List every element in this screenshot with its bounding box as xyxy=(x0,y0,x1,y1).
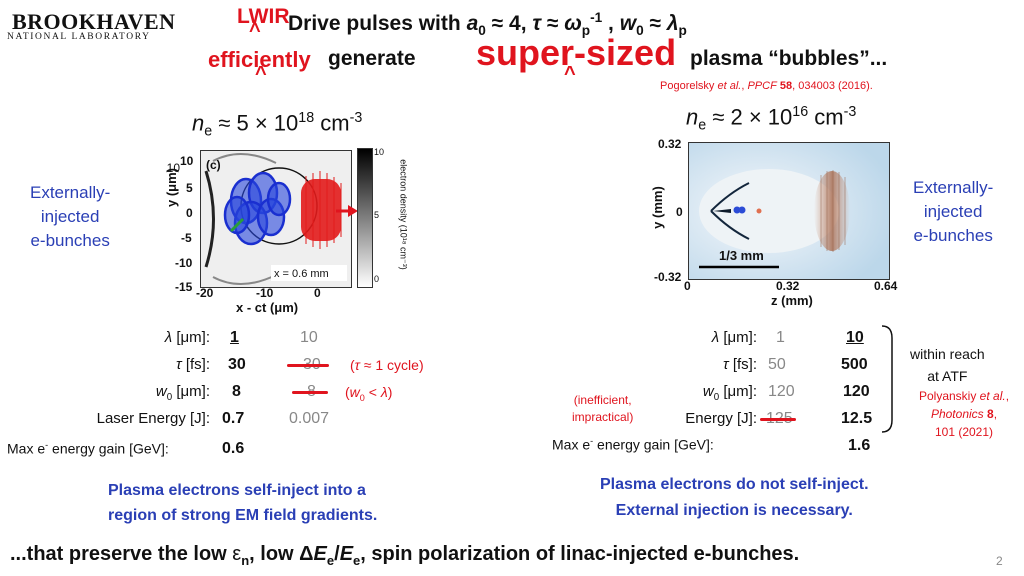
left-sim-panel-label: (c) xyxy=(206,158,221,172)
bracket-icon xyxy=(881,325,893,433)
header-plasma-bubbles: plasma “bubbles”... xyxy=(690,47,888,70)
left-label-lambda: λ [μm]: xyxy=(164,329,210,346)
right-simulation-plot: 1/3 mm xyxy=(688,142,890,280)
right-externally-injected-label: Externally- injected e-bunches xyxy=(913,178,994,245)
left-externally-injected-label: Externally- injected e-bunches xyxy=(30,183,111,250)
right-y-tick-neg032: -0.32 xyxy=(654,270,682,284)
red-arrow-icon xyxy=(336,205,358,217)
left-val-energy-0007: 0.007 xyxy=(289,410,330,427)
colorbar-tick-10: 10 xyxy=(374,147,385,157)
right-y-axis-label: y (mm) xyxy=(649,186,665,229)
colorbar-label: electron density (10¹⁸ cm⁻³) xyxy=(398,159,409,270)
right-label-tau: τ [fs]: xyxy=(723,356,757,373)
colorbar-tick-5: 5 xyxy=(374,210,380,220)
left-val-lambda-10: 10 xyxy=(300,329,318,346)
left-simulation-plot: (c) x = 0.6 mm xyxy=(200,150,352,288)
left-y-tick-neg15: -15 xyxy=(175,280,193,294)
right-val-w0-120: 120 xyxy=(768,383,795,400)
annotation-lwir: LWIR xyxy=(237,5,290,28)
left-val-tau-1: 30 xyxy=(228,356,246,373)
right-sim-scale-label: 1/3 mm xyxy=(719,248,764,263)
strike-line xyxy=(292,391,328,394)
right-caption: Plasma electrons do not self-inject. Ext… xyxy=(600,476,869,519)
right-val-tau-500: 500 xyxy=(841,356,868,373)
left-sim-scale-label: x = 0.6 mm xyxy=(274,268,329,280)
strike-line xyxy=(760,418,796,421)
annotation-super-sized: super-sized xyxy=(476,32,677,73)
left-label-tau: τ [fs]: xyxy=(176,356,210,373)
citation-pogorelsky: Pogorelsky et al., PPCF 58, 034003 (2016… xyxy=(660,80,873,92)
right-val-tau-50: 50 xyxy=(768,356,786,373)
left-y-tick-0: 0 xyxy=(186,206,193,220)
left-val-lambda-1: 1 xyxy=(230,329,239,346)
left-label-w0: w0 [μm]: xyxy=(155,383,210,403)
right-label-max-gain: Max e- energy gain [GeV]: xyxy=(552,436,714,453)
within-reach-atf: within reach at ATF xyxy=(910,346,985,384)
right-label-lambda: λ [μm]: xyxy=(711,329,757,346)
right-x-tick-032: 0.32 xyxy=(776,279,800,293)
right-label-energy: Energy [J]: xyxy=(685,410,757,427)
right-y-tick-0: 0 xyxy=(676,205,683,219)
right-val-energy-125b: 12.5 xyxy=(841,410,873,427)
right-val-w0-120b: 120 xyxy=(843,383,870,400)
left-y-tick-5: 5 xyxy=(186,181,193,195)
left-label-max-gain: Max e- energy gain [GeV]: xyxy=(7,440,169,457)
page-number: 2 xyxy=(996,554,1003,568)
left-label-energy: Laser Energy [J]: xyxy=(96,410,210,427)
citation-polyanskiy: Polyanskiy et al., Photonics 8, 101 (2021… xyxy=(918,389,1010,439)
right-x-tick-064: 0.64 xyxy=(874,279,898,293)
left-x-tick-0: 0 xyxy=(314,286,321,300)
left-val-w0-1: 8 xyxy=(232,383,241,400)
strike-line xyxy=(287,364,329,367)
colorbar-tick-0: 0 xyxy=(374,274,380,284)
left-x-axis-label: x - ct (μm) xyxy=(236,300,299,315)
right-y-tick-032: 0.32 xyxy=(658,137,682,151)
colorbar xyxy=(357,148,373,288)
left-y-tick-neg5: -5 xyxy=(181,231,192,245)
left-density: ne ≈ 5 × 1018 cm-3 xyxy=(192,110,363,140)
annotation-efficiently: efficiently xyxy=(208,47,311,72)
caret-lwir: ^ xyxy=(249,20,261,42)
left-val-energy-1: 0.7 xyxy=(222,410,245,427)
left-x-tick-neg20: -20 xyxy=(196,286,214,300)
right-density: ne ≈ 2 × 1016 cm-3 xyxy=(686,104,857,134)
header-generate: generate xyxy=(328,47,416,70)
logo-title: BROOKHAVEN xyxy=(12,9,176,34)
right-label-w0: w0 [μm]: xyxy=(702,383,757,403)
left-caption: Plasma electrons self-inject into a regi… xyxy=(108,482,378,524)
left-x-tick-neg10: -10 xyxy=(256,286,274,300)
left-y-tick-neg10: -10 xyxy=(175,256,193,270)
note-w0-less-lambda: (w0 < λ) xyxy=(345,384,393,403)
left-val-gain-1: 0.6 xyxy=(222,440,245,457)
right-val-lambda-10: 10 xyxy=(846,329,864,346)
left-y-tick-10: 10 xyxy=(180,154,194,168)
right-val-lambda-1: 1 xyxy=(776,329,785,346)
right-val-gain-16: 1.6 xyxy=(848,437,871,454)
footer-text: ...that preserve the low εn, low ΔEe/Ee,… xyxy=(10,543,800,568)
header-line1: Drive pulses with a0 ≈ 4, τ ≈ ωp-1 , w0 … xyxy=(288,10,687,39)
right-x-axis-label: z (mm) xyxy=(771,293,813,308)
note-inefficient: (inefficient, impractical) xyxy=(572,393,634,424)
caret-efficiently: ^ xyxy=(255,63,267,85)
note-tau-one-cycle: (τ ≈ 1 cycle) xyxy=(350,357,424,373)
right-x-tick-0: 0 xyxy=(684,279,691,293)
logo-subtitle: NATIONAL LABORATORY xyxy=(7,32,151,42)
caret-super-sized: ^ xyxy=(564,63,576,85)
